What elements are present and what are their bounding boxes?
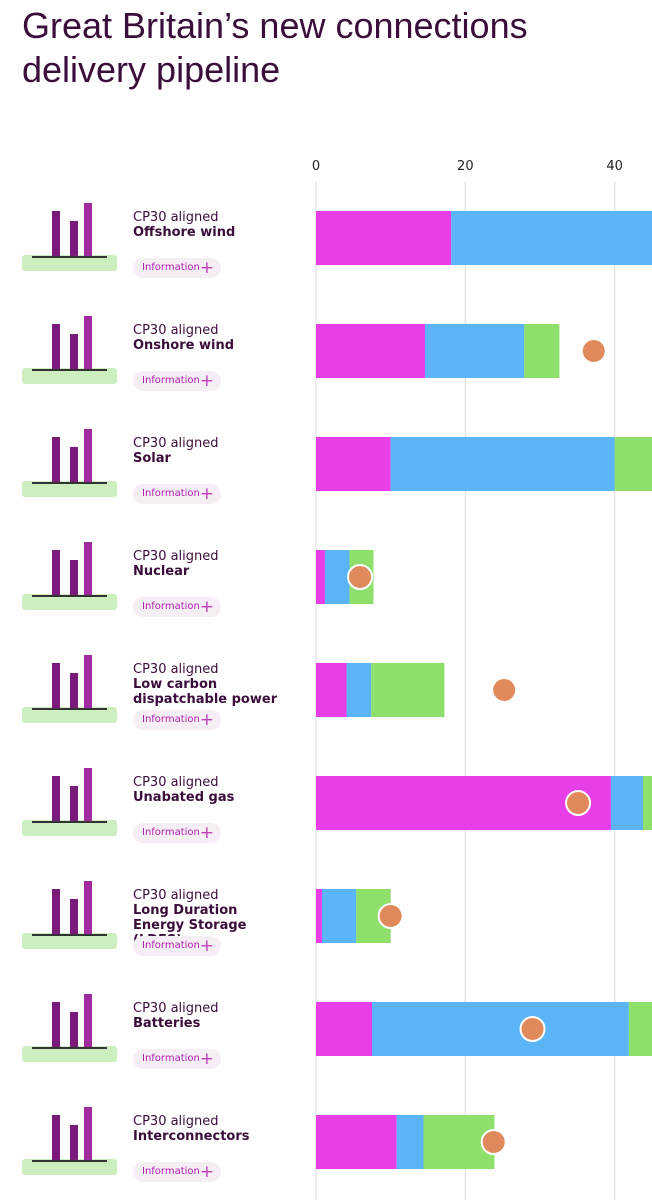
bar-segment: [371, 663, 445, 717]
row-tag: CP30 aligned: [133, 210, 219, 225]
category-label: Unabated gas: [133, 790, 235, 805]
row-tag: CP30 aligned: [133, 549, 219, 564]
bar-segment: [396, 1115, 424, 1169]
bar-segment: [316, 550, 325, 604]
info-button[interactable]: Information +: [133, 823, 221, 843]
info-label: Information: [142, 488, 200, 499]
row-tag: CP30 aligned: [133, 662, 219, 677]
plus-icon: +: [199, 371, 214, 391]
info-label: Information: [142, 1053, 200, 1064]
bar-segment: [614, 437, 652, 491]
category-icon: [22, 429, 117, 497]
info-button[interactable]: Information +: [133, 484, 221, 504]
bar-segment: [321, 889, 357, 943]
bar-segment: [643, 776, 652, 830]
target-marker: [580, 338, 607, 364]
category-label: Onshore wind: [133, 338, 235, 353]
plus-icon: +: [199, 823, 214, 843]
plus-icon: +: [199, 1162, 214, 1182]
x-tick-label: 40: [606, 159, 623, 174]
bar-segment: [610, 776, 644, 830]
bar-segment: [324, 550, 350, 604]
bar-segment: [316, 324, 426, 378]
row-tag: CP30 aligned: [133, 1114, 219, 1129]
bar-segment: [316, 211, 452, 265]
info-label: Information: [142, 714, 200, 725]
target-marker: [480, 1129, 507, 1155]
info-label: Information: [142, 375, 200, 386]
info-button[interactable]: Information +: [133, 936, 221, 956]
row-tag: CP30 aligned: [133, 323, 219, 338]
category-icon: [22, 542, 117, 610]
info-label: Information: [142, 827, 200, 838]
category-label: Offshore wind: [133, 225, 236, 240]
plus-icon: +: [199, 1049, 214, 1069]
info-button[interactable]: Information +: [133, 258, 221, 278]
category-icon: [22, 768, 117, 836]
category-icon: [22, 1107, 117, 1175]
row-tag: CP30 aligned: [133, 888, 219, 903]
info-label: Information: [142, 1166, 200, 1177]
plus-icon: +: [199, 710, 214, 730]
category-label: Interconnectors: [133, 1129, 250, 1144]
target-marker: [565, 790, 592, 816]
info-button[interactable]: Information +: [133, 710, 221, 730]
category-label: Low carbon dispatchable power: [133, 677, 278, 707]
row-tag: CP30 aligned: [133, 1001, 219, 1016]
category-icon: [22, 316, 117, 384]
title: Great Britain’s new connections delivery…: [22, 5, 528, 90]
x-tick-label: 0: [312, 159, 320, 174]
plus-icon: +: [199, 258, 214, 278]
bar-segment: [390, 437, 615, 491]
info-label: Information: [142, 601, 200, 612]
bar-segment: [316, 889, 322, 943]
bar-segment: [524, 324, 560, 378]
row-tag: CP30 aligned: [133, 436, 219, 451]
target-marker: [377, 903, 404, 929]
bar-segment: [451, 211, 652, 265]
info-button[interactable]: Information +: [133, 597, 221, 617]
x-tick-label: 20: [457, 159, 474, 174]
category-icon: [22, 655, 117, 723]
category-label: Nuclear: [133, 564, 190, 579]
plus-icon: +: [199, 597, 214, 617]
target-marker: [347, 564, 374, 590]
bar-segment: [316, 776, 611, 830]
row-tag: CP30 aligned: [133, 775, 219, 790]
bar-segment: [316, 1002, 372, 1056]
target-marker: [519, 1016, 546, 1042]
category-label: Solar: [133, 451, 171, 466]
plus-icon: +: [199, 484, 214, 504]
bar-segment: [628, 1002, 652, 1056]
bar-segment: [425, 324, 525, 378]
info-label: Information: [142, 262, 200, 273]
info-label: Information: [142, 940, 200, 951]
bar-segment: [372, 1002, 629, 1056]
plus-icon: +: [199, 936, 214, 956]
info-button[interactable]: Information +: [133, 371, 221, 391]
bar-segment: [316, 437, 391, 491]
bar-segment: [316, 1115, 397, 1169]
target-marker: [491, 677, 518, 703]
info-button[interactable]: Information +: [133, 1049, 221, 1069]
info-button[interactable]: Information +: [133, 1162, 221, 1182]
category-label: Batteries: [133, 1016, 201, 1031]
category-icon: [22, 994, 117, 1062]
category-icon: [22, 203, 117, 271]
bar-segment: [346, 663, 372, 717]
bar-segment: [316, 663, 347, 717]
category-icon: [22, 881, 117, 949]
